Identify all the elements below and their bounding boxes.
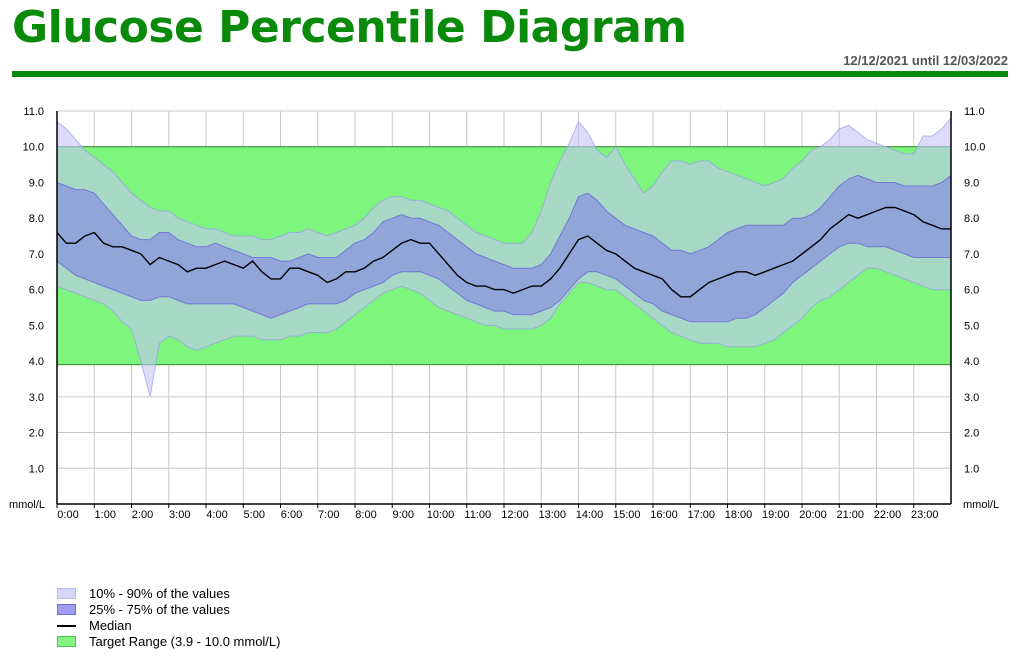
y-tick-label-left: 9.0 <box>29 177 44 189</box>
x-tick-label: 9:00 <box>393 509 414 521</box>
legend-item-outer-band: 10% - 90% of the values <box>57 585 280 601</box>
x-tick-label: 21:00 <box>836 509 864 521</box>
y-tick-label-left: 1.0 <box>29 463 44 475</box>
median-line <box>56 206 951 298</box>
x-tick-label: 22:00 <box>874 509 902 521</box>
x-tick-label: 10:00 <box>427 509 455 521</box>
x-tick-label: 11:00 <box>464 509 491 521</box>
x-tick-label: 3:00 <box>169 509 190 521</box>
y-tick-label-left: 11.0 <box>23 106 44 118</box>
y-unit-label-left: mmol/L <box>9 499 45 511</box>
x-tick-label: 8:00 <box>355 509 376 521</box>
y-tick-label-left: 10.0 <box>23 142 44 154</box>
x-tick-label: 19:00 <box>762 509 790 521</box>
y-tick-label-right: 9.0 <box>964 177 979 189</box>
x-tick-label: 13:00 <box>538 509 566 521</box>
x-tick-label: 14:00 <box>576 509 604 521</box>
x-tick-label: 6:00 <box>281 509 302 521</box>
legend-item-target-range: Target Range (3.9 - 10.0 mmol/L) <box>57 633 280 649</box>
x-tick-label: 18:00 <box>725 509 753 521</box>
y-unit-label-right: mmol/L <box>963 499 999 511</box>
x-tick-label: 2:00 <box>132 509 153 521</box>
legend-label-median: Median <box>89 617 132 633</box>
x-tick-label: 7:00 <box>318 509 339 521</box>
y-tick-label-right: 6.0 <box>964 285 979 297</box>
y-tick-label-right: 11.0 <box>964 106 985 118</box>
y-tick-label-right: 10.0 <box>964 142 985 154</box>
y-tick-label-left: 7.0 <box>29 249 44 261</box>
x-tick-label: 23:00 <box>911 509 939 521</box>
legend-label-inner-band: 25% - 75% of the values <box>89 601 230 617</box>
x-tick-label: 4:00 <box>206 509 227 521</box>
y-tick-label-right: 3.0 <box>964 392 979 404</box>
y-tick-label-left: 3.0 <box>29 392 44 404</box>
target-range-swatch <box>57 635 76 647</box>
x-tick-label: 0:00 <box>57 509 78 521</box>
legend-item-median: Median <box>57 617 280 633</box>
y-tick-label-left: 5.0 <box>29 320 44 332</box>
page-title: Glucose Percentile Diagram <box>12 2 687 53</box>
legend-label-outer-band: 10% - 90% of the values <box>89 585 230 601</box>
inner-band-swatch <box>57 603 76 615</box>
outer-band-swatch <box>57 587 76 599</box>
x-tick-label: 20:00 <box>799 509 827 521</box>
date-range-label: 12/12/2021 until 12/03/2022 <box>843 53 1008 68</box>
median-line-swatch <box>57 624 76 627</box>
legend-label-target-range: Target Range (3.9 - 10.0 mmol/L) <box>89 633 281 649</box>
x-tick-label: 15:00 <box>613 509 641 521</box>
y-tick-label-left: 8.0 <box>29 213 44 225</box>
legend-item-inner-band: 25% - 75% of the values <box>57 601 280 617</box>
y-tick-label-right: 8.0 <box>964 213 979 225</box>
chart-legend: 10% - 90% of the values 25% - 75% of the… <box>57 585 280 649</box>
y-tick-label-left: 4.0 <box>29 356 44 368</box>
x-tick-label: 12:00 <box>501 509 529 521</box>
y-tick-label-right: 4.0 <box>964 356 979 368</box>
glucose-percentile-chart: 1.0 1.0 2.0 2.0 3.0 3.0 4.0 4.0 5.0 5.0 6.0 6.0 7.0 7… <box>9 106 999 521</box>
y-tick-label-right: 5.0 <box>964 320 979 332</box>
y-tick-label-left: 6.0 <box>29 285 44 297</box>
y-tick-label-right: 7.0 <box>964 249 979 261</box>
y-tick-label-right: 2.0 <box>964 428 979 440</box>
title-underline <box>12 71 1008 77</box>
y-tick-label-left: 2.0 <box>29 428 44 440</box>
x-tick-label: 5:00 <box>244 509 265 521</box>
x-tick-label: 17:00 <box>687 509 715 521</box>
x-tick-label: 1:00 <box>95 509 116 521</box>
y-tick-label-right: 1.0 <box>964 463 979 475</box>
x-tick-label: 16:00 <box>650 509 678 521</box>
